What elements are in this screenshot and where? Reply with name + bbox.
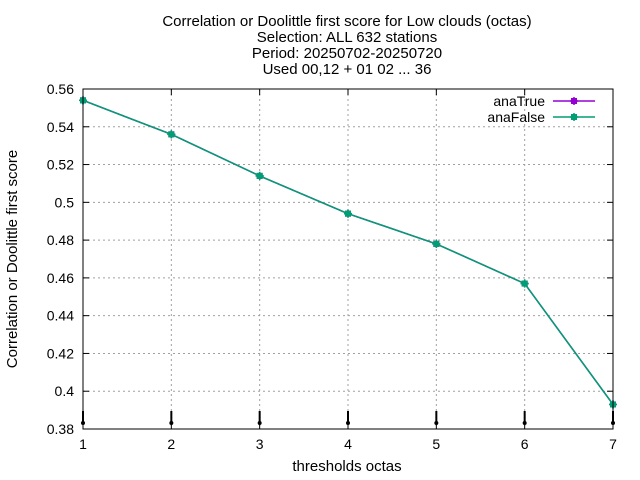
y-tick-label: 0.38 [47, 421, 74, 437]
y-tick-label: 0.52 [47, 157, 74, 173]
x-axis-label: thresholds octas [292, 458, 401, 475]
y-tick-label: 0.54 [47, 119, 74, 135]
title-line-3: Period: 20250702-20250720 [252, 45, 442, 62]
plot-frame [82, 88, 614, 430]
x-marker-dot [346, 421, 350, 425]
x-tick-label: 2 [167, 436, 175, 452]
x-tick-label: 3 [256, 436, 264, 452]
series-anaFalse [79, 96, 617, 409]
y-tick-label: 0.46 [47, 270, 74, 286]
x-tick-label: 1 [79, 436, 87, 452]
title-line-1: Correlation or Doolittle first score for… [162, 13, 531, 30]
ticks [81, 88, 615, 430]
y-tick-label: 0.5 [55, 194, 75, 210]
legend-label-anaFalse: anaFalse [487, 109, 545, 125]
series-anaTrue [79, 96, 617, 409]
y-tick-label: 0.4 [55, 383, 75, 399]
y-tick-label: 0.44 [47, 308, 74, 324]
y-tick-label: 0.48 [47, 232, 74, 248]
title-line-4: Used 00,12 + 01 02 ... 36 [263, 61, 432, 78]
y-axis-label: Correlation or Doolittle first score [4, 150, 21, 368]
title-line-2: Selection: ALL 632 stations [257, 29, 437, 46]
x-tick-label: 4 [344, 436, 352, 452]
plot-area [79, 96, 617, 409]
x-tick-label: 6 [521, 436, 529, 452]
x-tick-labels: 1 2 3 4 5 6 7 [79, 436, 617, 452]
x-tick-label: 7 [609, 436, 617, 452]
y-tick-labels: 0.38 0.4 0.42 0.44 0.46 0.48 0.5 0.52 0.54 0.56 [47, 81, 74, 437]
y-tick-label: 0.42 [47, 345, 74, 361]
x-marker-dot [169, 421, 174, 425]
x-marker-dot [434, 421, 439, 425]
grid [83, 89, 613, 429]
x-marker-dot [257, 421, 262, 425]
y-tick-label: 0.56 [47, 81, 74, 97]
x-marker-dot [522, 421, 527, 425]
legend-label-anaTrue: anaTrue [493, 93, 545, 109]
x-tick-label: 5 [432, 436, 440, 452]
chart-title: Correlation or Doolittle first score for… [162, 13, 531, 78]
